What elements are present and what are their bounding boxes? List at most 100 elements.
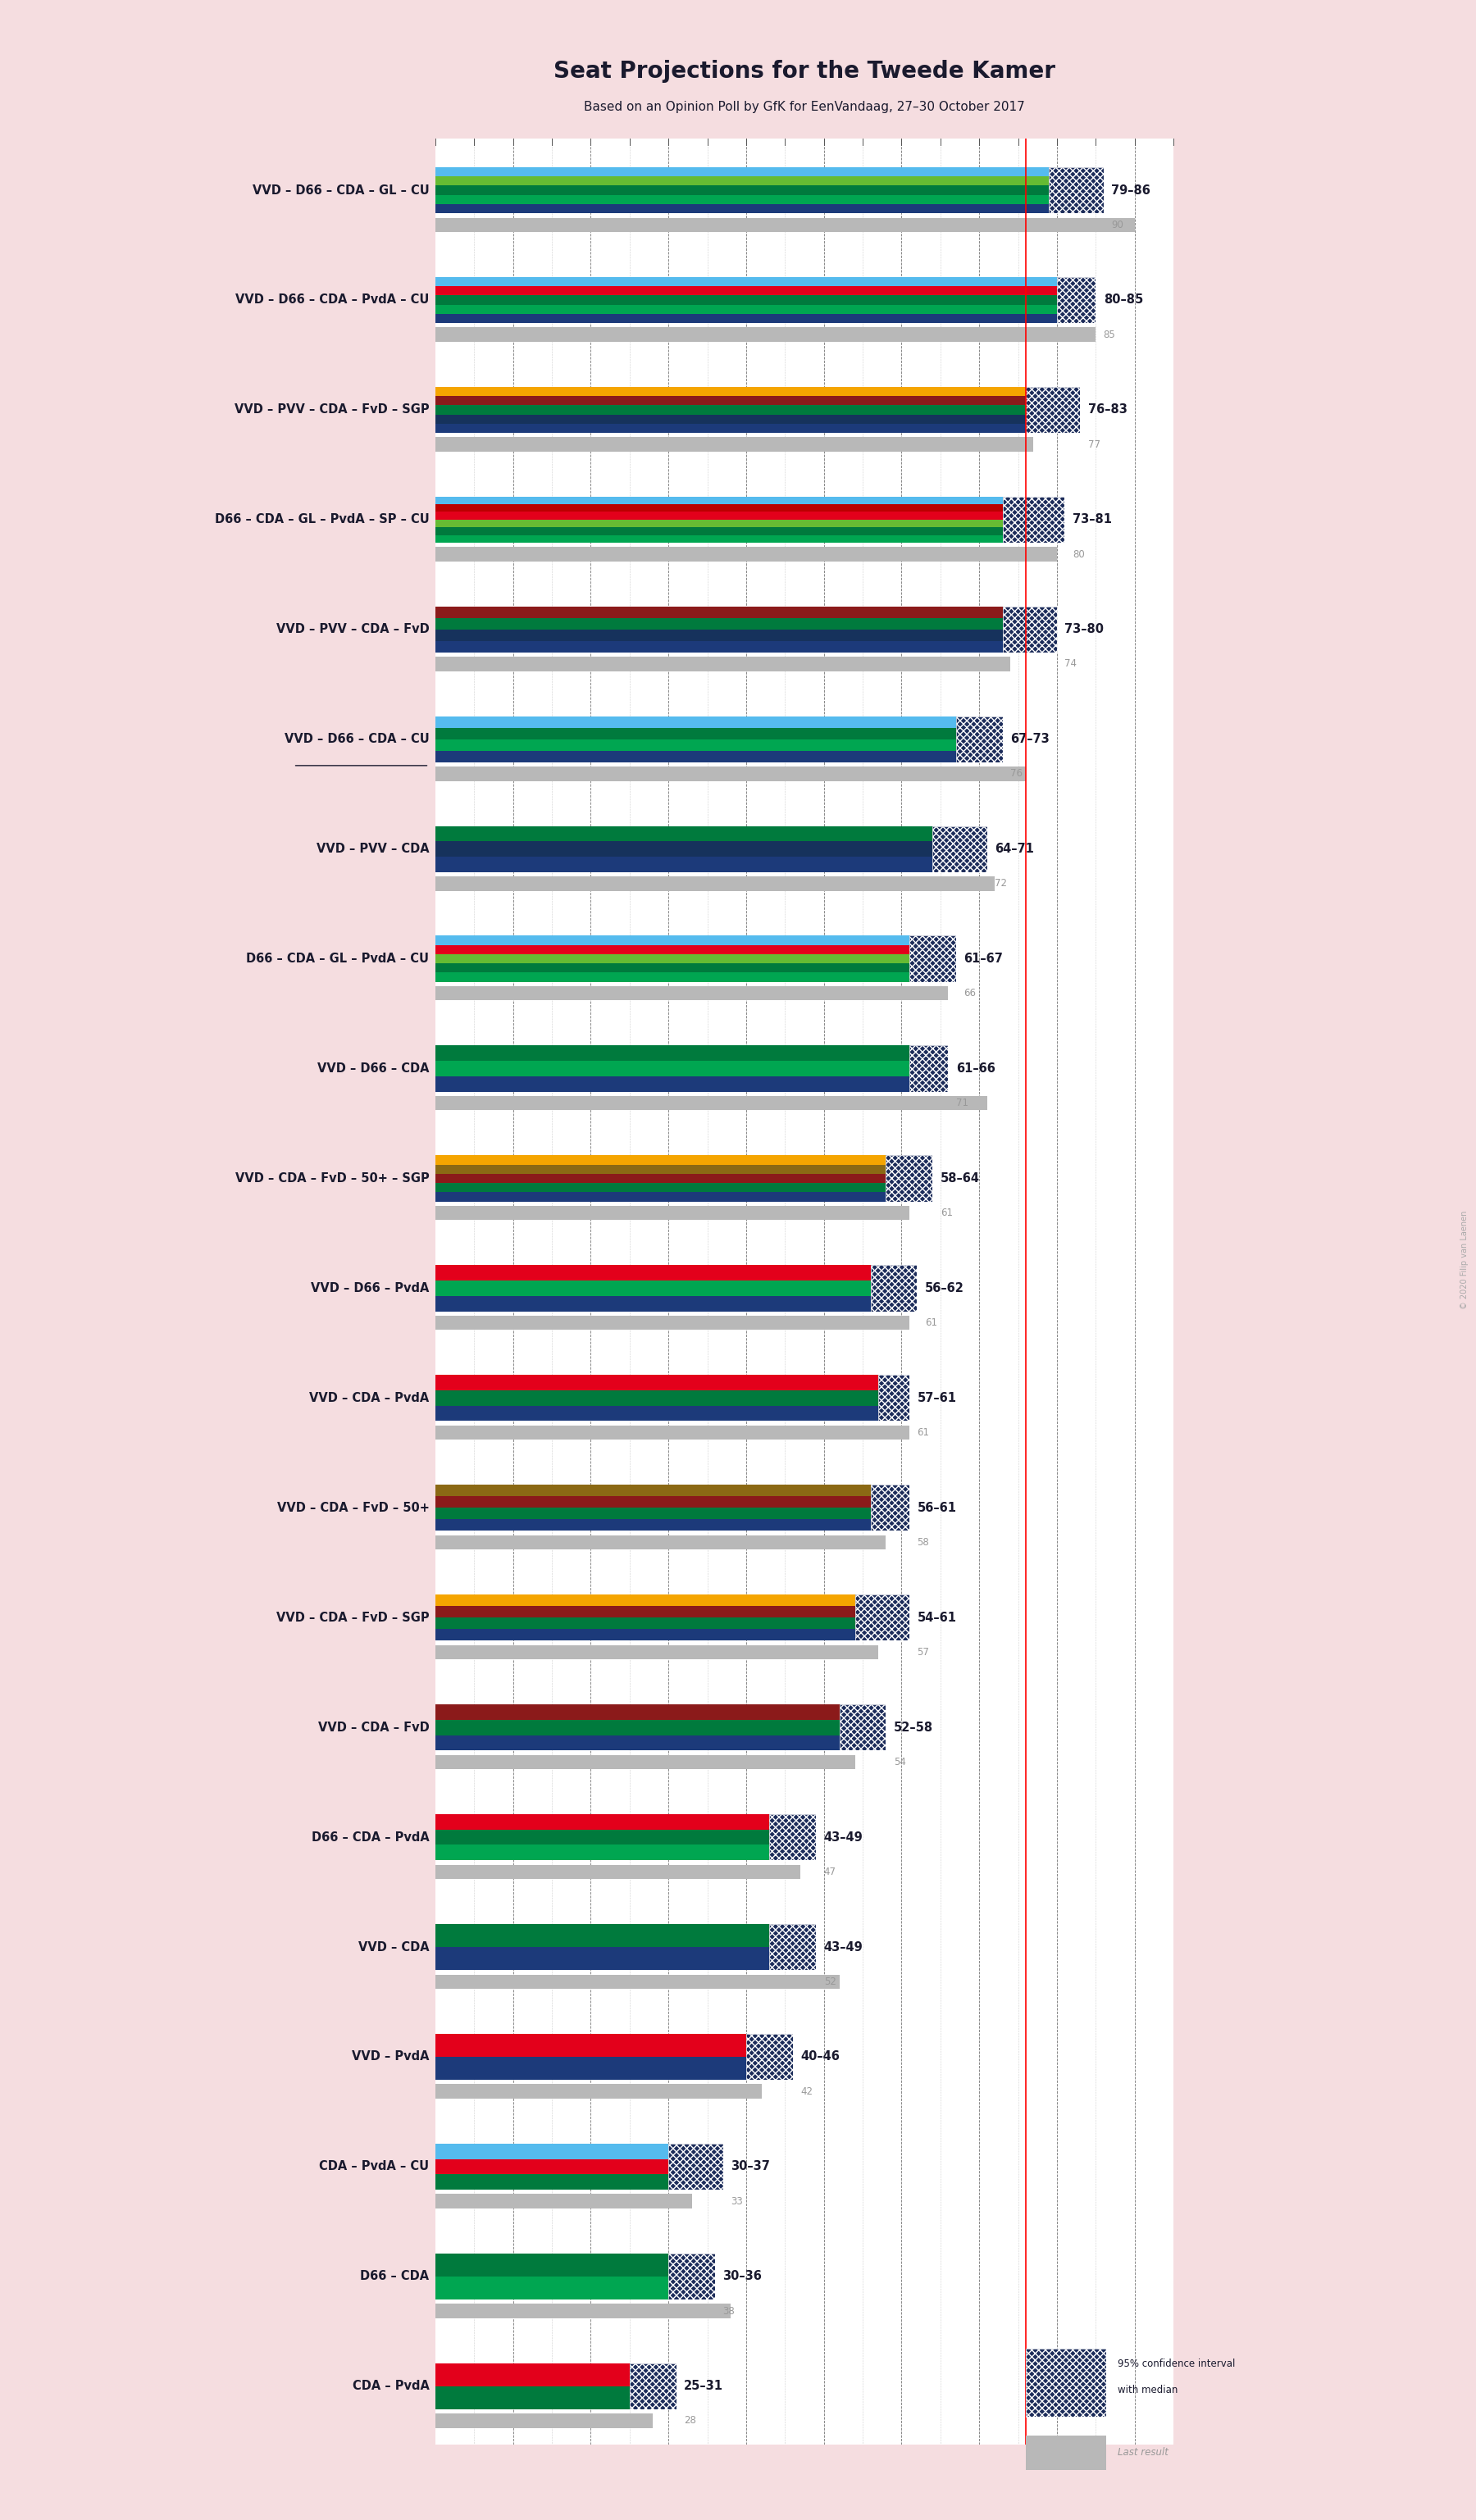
Bar xyxy=(630,2364,676,2409)
Text: VVD – D66 – PvdA: VVD – D66 – PvdA xyxy=(311,1283,430,1295)
Bar xyxy=(769,1814,816,1860)
Bar xyxy=(435,2056,793,2079)
Bar xyxy=(435,1520,909,1530)
Bar xyxy=(956,716,1002,761)
Bar xyxy=(871,1484,909,1530)
Bar xyxy=(435,527,1064,534)
Bar xyxy=(1002,607,1057,653)
Text: 38: 38 xyxy=(723,2306,735,2316)
Bar xyxy=(435,973,956,983)
Bar xyxy=(933,827,987,872)
Bar xyxy=(435,406,1080,413)
Bar xyxy=(435,176,1104,186)
Bar xyxy=(435,1315,909,1331)
Bar xyxy=(1026,2349,1107,2417)
Bar xyxy=(435,386,1080,396)
Bar xyxy=(747,2034,793,2079)
Bar xyxy=(909,1046,948,1091)
Text: 25–31: 25–31 xyxy=(683,2379,723,2391)
Text: VVD – PVV – CDA – FvD: VVD – PVV – CDA – FvD xyxy=(276,622,430,635)
Bar xyxy=(435,1096,987,1111)
Text: 64–71: 64–71 xyxy=(995,842,1035,854)
Bar xyxy=(435,1618,909,1628)
Bar xyxy=(855,1595,909,1641)
Bar xyxy=(435,1976,840,1988)
Bar xyxy=(435,277,1095,287)
Bar xyxy=(871,1265,917,1310)
Text: VVD – CDA – FvD – 50+ – SGP: VVD – CDA – FvD – 50+ – SGP xyxy=(235,1172,430,1184)
Bar xyxy=(435,1076,948,1091)
Text: 72: 72 xyxy=(995,879,1007,890)
Bar xyxy=(878,1376,909,1421)
Bar xyxy=(435,877,995,890)
Text: VVD – D66 – CDA – GL – CU: VVD – D66 – CDA – GL – CU xyxy=(252,184,430,197)
Text: 43–49: 43–49 xyxy=(824,1832,863,1842)
Text: 30–36: 30–36 xyxy=(723,2271,762,2283)
Bar xyxy=(435,186,1104,194)
Text: 56–61: 56–61 xyxy=(917,1502,956,1515)
Bar xyxy=(435,2414,652,2427)
Bar xyxy=(435,1280,917,1295)
Text: VVD – D66 – CDA: VVD – D66 – CDA xyxy=(317,1063,430,1074)
Bar xyxy=(435,1061,948,1076)
Text: CDA – PvdA – CU: CDA – PvdA – CU xyxy=(319,2160,430,2172)
Bar xyxy=(769,1923,816,1971)
Bar xyxy=(886,1154,933,1202)
Text: VVD – D66 – CDA – PvdA – CU: VVD – D66 – CDA – PvdA – CU xyxy=(235,295,430,305)
Bar xyxy=(871,1484,909,1530)
Bar xyxy=(871,1265,917,1310)
Bar xyxy=(435,1174,933,1182)
Bar xyxy=(1026,2349,1107,2417)
Text: Seat Projections for the Tweede Kamer: Seat Projections for the Tweede Kamer xyxy=(554,60,1055,83)
Bar xyxy=(435,305,1095,315)
Bar xyxy=(909,935,956,983)
Bar xyxy=(435,630,1057,640)
Bar xyxy=(435,1948,816,1971)
Bar xyxy=(435,2034,793,2056)
Bar xyxy=(435,1628,909,1641)
Text: Last result: Last result xyxy=(1117,2447,1169,2457)
Text: with median: with median xyxy=(1117,2384,1178,2397)
Text: 90: 90 xyxy=(1111,219,1123,229)
Bar xyxy=(435,1265,917,1280)
Text: D66 – CDA: D66 – CDA xyxy=(360,2271,430,2283)
Text: 52: 52 xyxy=(824,1976,835,1986)
Bar xyxy=(669,2145,723,2190)
Bar xyxy=(435,842,987,857)
Text: 66: 66 xyxy=(964,988,976,998)
Bar xyxy=(435,1182,933,1192)
Bar xyxy=(435,1497,909,1507)
Bar xyxy=(435,438,1033,451)
Bar xyxy=(435,1646,878,1658)
Bar xyxy=(435,534,1064,542)
Bar xyxy=(1057,277,1095,323)
Bar xyxy=(435,328,1095,343)
Text: 73–81: 73–81 xyxy=(1073,514,1111,527)
Bar xyxy=(435,1154,933,1164)
Text: 77: 77 xyxy=(1088,438,1100,449)
Bar xyxy=(435,413,1080,423)
Bar xyxy=(435,519,1064,527)
Text: 33: 33 xyxy=(731,2195,742,2208)
Text: 52–58: 52–58 xyxy=(894,1721,933,1734)
Text: VVD – CDA – FvD: VVD – CDA – FvD xyxy=(317,1721,430,1734)
Text: 57: 57 xyxy=(917,1648,930,1658)
Bar xyxy=(435,2276,714,2298)
Text: D66 – CDA – PvdA: D66 – CDA – PvdA xyxy=(311,1832,430,1842)
Bar xyxy=(1049,166,1104,214)
Bar xyxy=(435,2386,676,2409)
Bar xyxy=(435,547,1057,562)
Text: 76: 76 xyxy=(1010,769,1023,779)
Bar xyxy=(435,945,956,955)
Text: VVD – D66 – CDA – CU: VVD – D66 – CDA – CU xyxy=(285,733,430,746)
Text: 61–67: 61–67 xyxy=(964,953,1002,965)
Bar xyxy=(435,1295,917,1310)
Bar xyxy=(435,217,1135,232)
Bar xyxy=(630,2364,676,2409)
Bar xyxy=(435,1865,800,1880)
Bar xyxy=(435,1507,909,1520)
Text: VVD – PVV – CDA: VVD – PVV – CDA xyxy=(316,842,430,854)
Text: 58: 58 xyxy=(917,1537,930,1547)
Bar xyxy=(435,2195,692,2208)
Bar xyxy=(435,1845,816,1860)
